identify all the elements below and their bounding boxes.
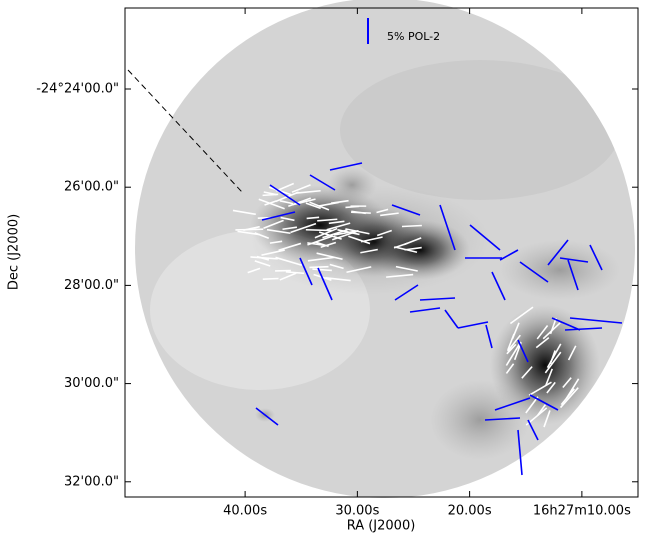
y-tick-label: 26'00.0" [64,180,119,195]
x-tick-label: 40.00s [223,504,267,519]
x-tick-label: 20.00s [448,504,492,519]
vector [263,279,279,280]
y-tick-label: 28'00.0" [64,278,119,293]
vector [306,230,332,231]
x-tick-label: 16h27m10.00s [533,504,631,519]
y-axis-label: Dec (J2000) [7,214,22,290]
vector [402,226,422,227]
y-tick-label: 32'00.0" [64,474,119,489]
vector [309,267,328,268]
scale-label: 5% POL-2 [387,30,440,43]
x-axis-label: RA (J2000) [347,519,416,534]
intensity-map [125,0,645,520]
x-tick-label: 30.00s [335,504,379,519]
vector [235,229,263,230]
y-tick-label: 30'00.0" [64,376,119,391]
y-tick-label: -24°24'00.0" [36,82,119,97]
vector [307,217,319,218]
vector [345,206,359,207]
